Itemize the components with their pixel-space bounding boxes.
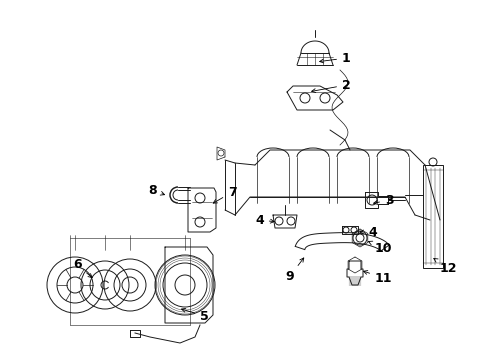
Text: 8: 8	[148, 184, 165, 197]
Text: 1: 1	[319, 51, 351, 64]
Text: 7: 7	[213, 185, 237, 203]
Bar	[423, 165, 443, 268]
Text: 12: 12	[434, 258, 458, 275]
Text: 4: 4	[360, 225, 377, 239]
Text: 11: 11	[364, 271, 392, 284]
Text: 2: 2	[312, 78, 351, 93]
Text: 10: 10	[368, 241, 392, 255]
Text: 6: 6	[73, 258, 92, 278]
Text: 5: 5	[182, 309, 209, 323]
Text: 4: 4	[255, 213, 274, 226]
Text: 9: 9	[285, 258, 304, 284]
Text: 3: 3	[374, 194, 393, 207]
